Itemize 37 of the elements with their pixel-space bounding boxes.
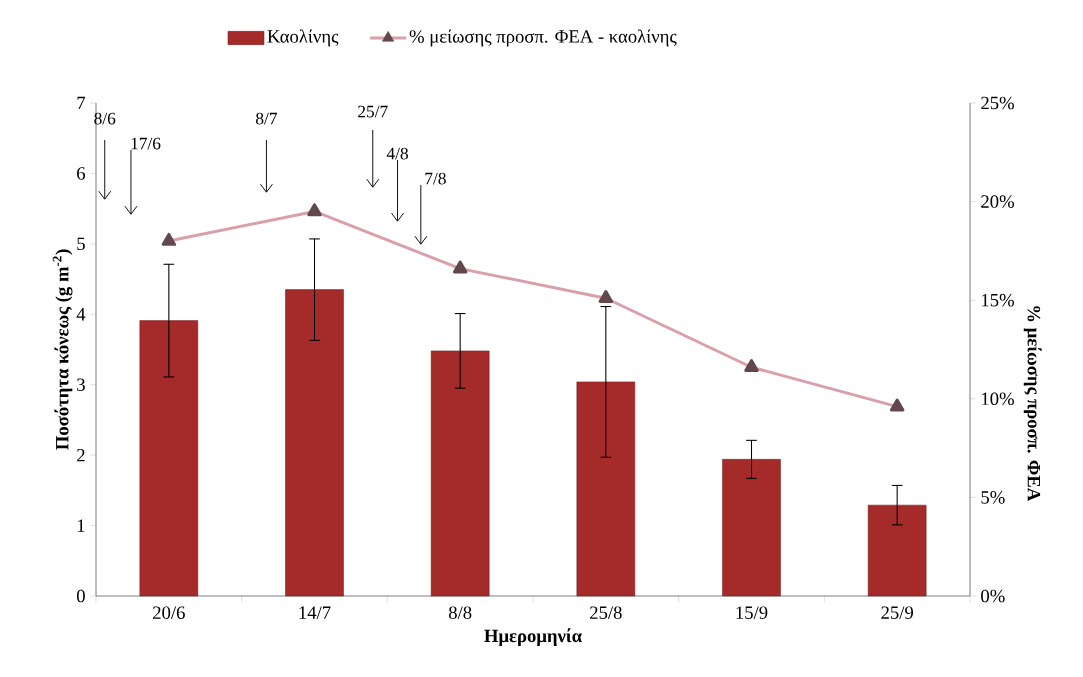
x-tick-label: 25/8	[590, 606, 622, 619]
y2-axis-title: % μείωσης προσπ. ΦΕΑ	[1023, 306, 1042, 502]
x-tick-label: 20/6	[153, 606, 185, 619]
y2-tick-label: 25%	[981, 96, 1014, 110]
y-axis-title: Ποσότητα κόνεως (g m$^{-2}$)	[52, 249, 73, 450]
x-tick-label: 14/7	[299, 606, 331, 619]
bar	[722, 459, 781, 597]
y-tick-label: 5	[77, 237, 85, 251]
x-tick-label: 25/9	[881, 606, 913, 619]
y-tick-label: 1	[77, 519, 85, 532]
y2-tick-label: 0%	[981, 589, 1005, 603]
bar	[867, 504, 927, 597]
bar	[576, 381, 636, 597]
y-tick-label: 6	[77, 167, 86, 180]
legend-label: % μείωσης προσπ. ΦΕΑ - καολίνης	[409, 29, 677, 47]
annotation: 8/7	[256, 112, 278, 125]
y2-tick-label: 20%	[981, 195, 1014, 208]
annotation: 7/8	[425, 172, 446, 185]
bar	[139, 320, 199, 597]
y2-tick-label: 5%	[981, 491, 1005, 504]
bar	[285, 289, 344, 597]
y-tick-label: 3	[77, 378, 85, 391]
x-axis-title: Ημερομηνία	[484, 628, 582, 646]
y-tick-label: 0	[76, 589, 85, 603]
y2-tick-label: 10%	[982, 392, 1014, 406]
legend-label: Καολίνης	[267, 29, 339, 47]
annotation: 17/6	[131, 137, 161, 150]
annotation: 25/7	[358, 105, 388, 118]
annotation: 8/6	[94, 112, 116, 125]
y-tick-label: 2	[77, 448, 85, 462]
annotation: 4/8	[386, 147, 408, 160]
bar	[430, 350, 490, 597]
y-tick-label: 7	[77, 96, 86, 110]
y2-tick-label: 15%	[982, 293, 1014, 307]
x-tick-label: 15/9	[736, 606, 768, 619]
x-tick-label: 8/8	[448, 606, 472, 619]
y-tick-label: 4	[76, 308, 86, 321]
